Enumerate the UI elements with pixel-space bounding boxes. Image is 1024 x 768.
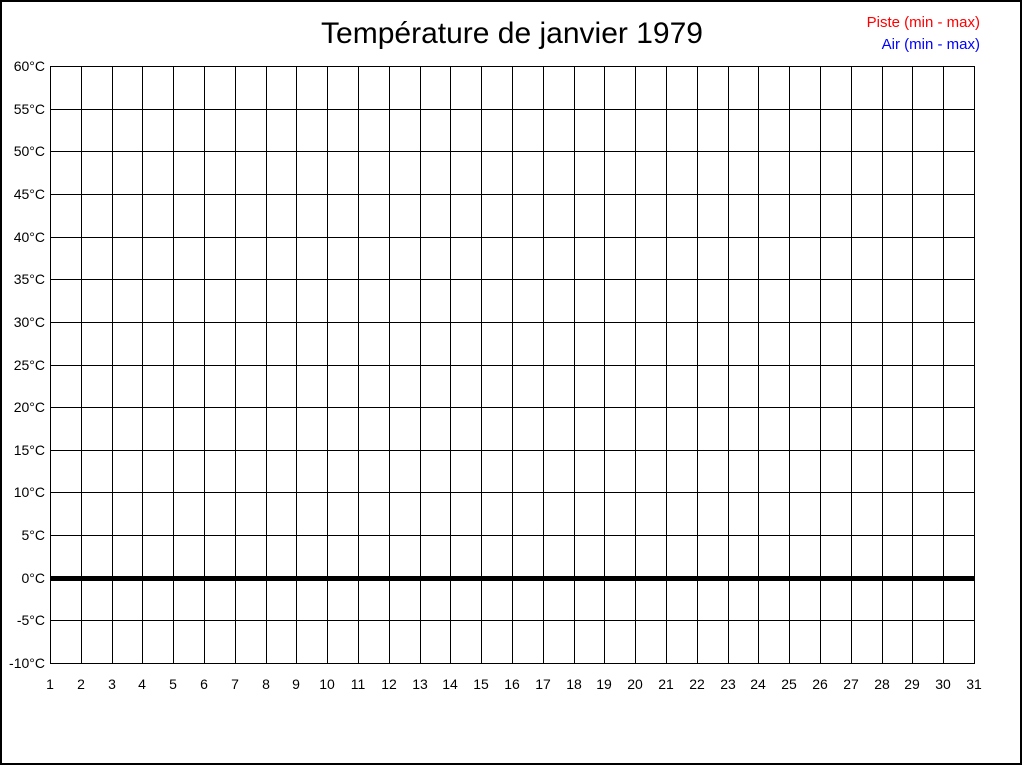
x-tick-label: 24 [750,676,766,692]
y-tick-label: 40°C [13,229,45,245]
x-tick-label: 6 [200,676,208,692]
x-tick-label: 16 [504,676,520,692]
x-tick-label: 23 [720,676,736,692]
chart-title: Température de janvier 1979 [321,17,703,50]
chart-legend: Piste (min - max) Air (min - max) [867,12,980,56]
y-tick-label: 30°C [13,314,45,330]
x-tick-label: 17 [535,676,551,692]
x-tick-label: 30 [935,676,951,692]
x-tick-label: 4 [138,676,146,692]
x-tick-label: 13 [412,676,428,692]
x-tick-label: 26 [812,676,828,692]
horizontal-gridline [50,194,975,195]
y-tick-label: 50°C [13,143,45,159]
horizontal-gridline [50,492,975,493]
x-tick-label: 18 [566,676,582,692]
x-tick-label: 22 [689,676,705,692]
y-tick-label: -10°C [9,655,45,671]
y-tick-label: 10°C [13,484,45,500]
plot-grid [50,66,975,664]
horizontal-gridline [50,663,975,664]
horizontal-gridline [50,450,975,451]
x-tick-label: 3 [108,676,116,692]
x-tick-label: 5 [169,676,177,692]
y-tick-label: 55°C [13,101,45,117]
x-tick-label: 28 [874,676,890,692]
legend-item: Air (min - max) [881,36,980,53]
horizontal-gridline [50,109,975,110]
horizontal-gridline [50,237,975,238]
y-tick-label: 25°C [13,357,45,373]
x-axis-labels: 1 2 3 4 5 6 7 8 9 10 11 12 13 14 15 16 17 18 19 20 21 22 23 24 2… [46,676,982,694]
x-tick-label: 27 [843,676,859,692]
x-tick-label: 20 [627,676,643,692]
x-tick-label: 12 [381,676,397,692]
horizontal-gridline [50,322,975,323]
x-tick-label: 11 [350,676,366,692]
horizontal-gridline [50,620,975,621]
y-tick-label: 45°C [13,186,45,202]
y-tick-label: -5°C [16,612,45,628]
x-tick-label: 15 [473,676,489,692]
horizontal-gridline [50,151,975,152]
y-tick-label: 0°C [21,570,46,586]
y-tick-label: 15°C [13,442,45,458]
y-axis-labels: 60°C 55°C 50°C 45°C 40°C 35°C 30°C 25°C 20°C 15°C… [0,58,46,671]
horizontal-gridline [50,535,975,536]
y-tick-label: 5°C [21,527,46,543]
x-tick-label: 19 [596,676,612,692]
x-tick-label: 7 [231,676,239,692]
x-tick-label: 8 [262,676,270,692]
x-tick-label: 14 [442,676,458,692]
horizontal-gridline [50,279,975,280]
x-tick-label: 31 [966,676,982,692]
horizontal-gridline [50,365,975,366]
y-tick-label: 35°C [13,271,45,287]
horizontal-gridline [50,407,975,408]
x-tick-label: 2 [77,676,85,692]
y-tick-label: 60°C [13,58,45,74]
x-tick-label: 1 [46,676,54,692]
y-tick-label: 20°C [13,399,45,415]
x-tick-label: 29 [904,676,920,692]
zero-degree-line [50,576,975,581]
x-tick-label: 21 [658,676,674,692]
x-tick-label: 9 [292,676,300,692]
x-tick-label: 25 [781,676,797,692]
legend-item: Piste (min - max) [866,14,980,31]
x-tick-label: 10 [319,676,335,692]
horizontal-gridline [50,66,975,67]
